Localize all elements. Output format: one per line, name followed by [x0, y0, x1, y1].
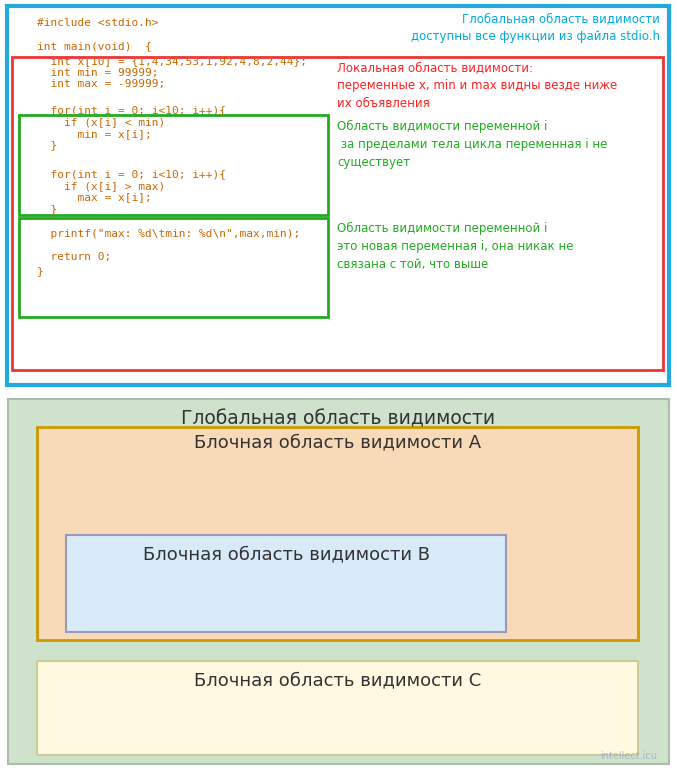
Text: Блочная область видимости B: Блочная область видимости B: [143, 545, 430, 564]
Text: Локальная область видимости:
переменные x, min и max видны везде ниже
их объявле: Локальная область видимости: переменные …: [337, 61, 617, 110]
Bar: [37, 661, 638, 755]
Text: Блочная область видимости С: Блочная область видимости С: [194, 671, 481, 689]
Text: }: }: [37, 141, 58, 151]
Text: Область видимости переменной i
это новая переменная i, она никак не
связана с то: Область видимости переменной i это новая…: [337, 222, 573, 271]
Bar: [19, 218, 328, 317]
Text: return 0;: return 0;: [37, 252, 112, 262]
Text: }: }: [37, 266, 44, 276]
Bar: [12, 56, 663, 370]
Text: }: }: [37, 204, 58, 214]
Text: intellect.icu: intellect.icu: [600, 751, 657, 761]
Text: Блочная область видимости А: Блочная область видимости А: [194, 433, 481, 451]
Bar: [37, 427, 638, 640]
Text: for(int i = 0; i<10; i++){: for(int i = 0; i<10; i++){: [37, 169, 226, 179]
Text: #include <stdio.h>: #include <stdio.h>: [37, 18, 158, 28]
Text: int x[10] = {1,4,34,53,1,92,4,8,2,44};: int x[10] = {1,4,34,53,1,92,4,8,2,44};: [37, 55, 307, 65]
Text: int main(void)  {: int main(void) {: [37, 42, 152, 52]
Bar: [66, 535, 506, 632]
Bar: [19, 115, 328, 215]
Text: Глобальная область видимости
доступны все функции из файла stdio.h: Глобальная область видимости доступны вс…: [411, 12, 660, 43]
Text: int max = -99999;: int max = -99999;: [37, 79, 165, 89]
Text: Глобальная область видимости: Глобальная область видимости: [181, 410, 496, 429]
Text: printf("max: %d\tmin: %d\n",max,min);: printf("max: %d\tmin: %d\n",max,min);: [37, 229, 301, 239]
Text: min = x[i];: min = x[i];: [37, 129, 152, 139]
Text: if (x[i] > max): if (x[i] > max): [37, 181, 165, 191]
Text: Область видимости переменной i
 за пределами тела цикла переменная i не
существу: Область видимости переменной i за предел…: [337, 120, 607, 169]
Text: for(int i = 0; i<10; i++){: for(int i = 0; i<10; i++){: [37, 105, 226, 116]
Text: if (x[i] < min): if (x[i] < min): [37, 117, 165, 127]
Text: int min = 99999;: int min = 99999;: [37, 68, 158, 78]
Text: max = x[i];: max = x[i];: [37, 192, 152, 203]
